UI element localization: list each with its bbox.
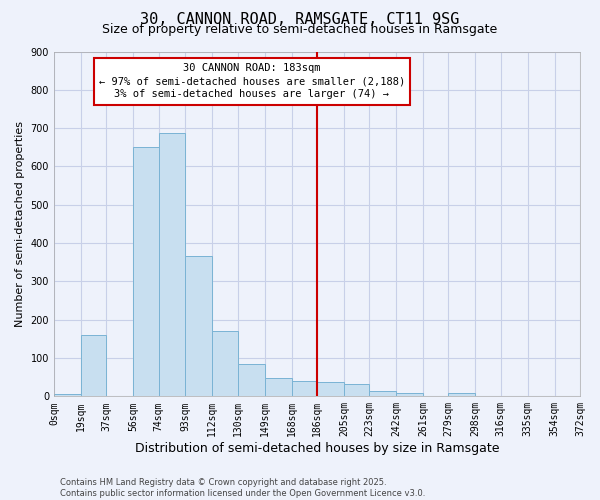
Bar: [158, 132, 185, 396]
Bar: [238, 364, 265, 396]
Y-axis label: Number of semi-detached properties: Number of semi-detached properties: [15, 121, 25, 327]
Bar: [212, 331, 238, 396]
Text: 30 CANNON ROAD: 183sqm
← 97% of semi-detached houses are smaller (2,188)
3% of s: 30 CANNON ROAD: 183sqm ← 97% of semi-det…: [99, 63, 405, 100]
Text: Size of property relative to semi-detached houses in Ramsgate: Size of property relative to semi-detach…: [103, 22, 497, 36]
Text: 30, CANNON ROAD, RAMSGATE, CT11 9SG: 30, CANNON ROAD, RAMSGATE, CT11 9SG: [140, 12, 460, 28]
Bar: [54, 394, 81, 396]
Bar: [81, 335, 106, 396]
Bar: [448, 394, 475, 396]
Bar: [133, 146, 158, 396]
X-axis label: Distribution of semi-detached houses by size in Ramsgate: Distribution of semi-detached houses by …: [135, 442, 499, 455]
Bar: [369, 392, 396, 396]
Bar: [265, 378, 292, 396]
Bar: [396, 392, 423, 396]
Bar: [344, 384, 369, 396]
Bar: [317, 382, 344, 396]
Bar: [292, 381, 317, 396]
Text: Contains HM Land Registry data © Crown copyright and database right 2025.
Contai: Contains HM Land Registry data © Crown c…: [60, 478, 425, 498]
Bar: [185, 256, 212, 396]
